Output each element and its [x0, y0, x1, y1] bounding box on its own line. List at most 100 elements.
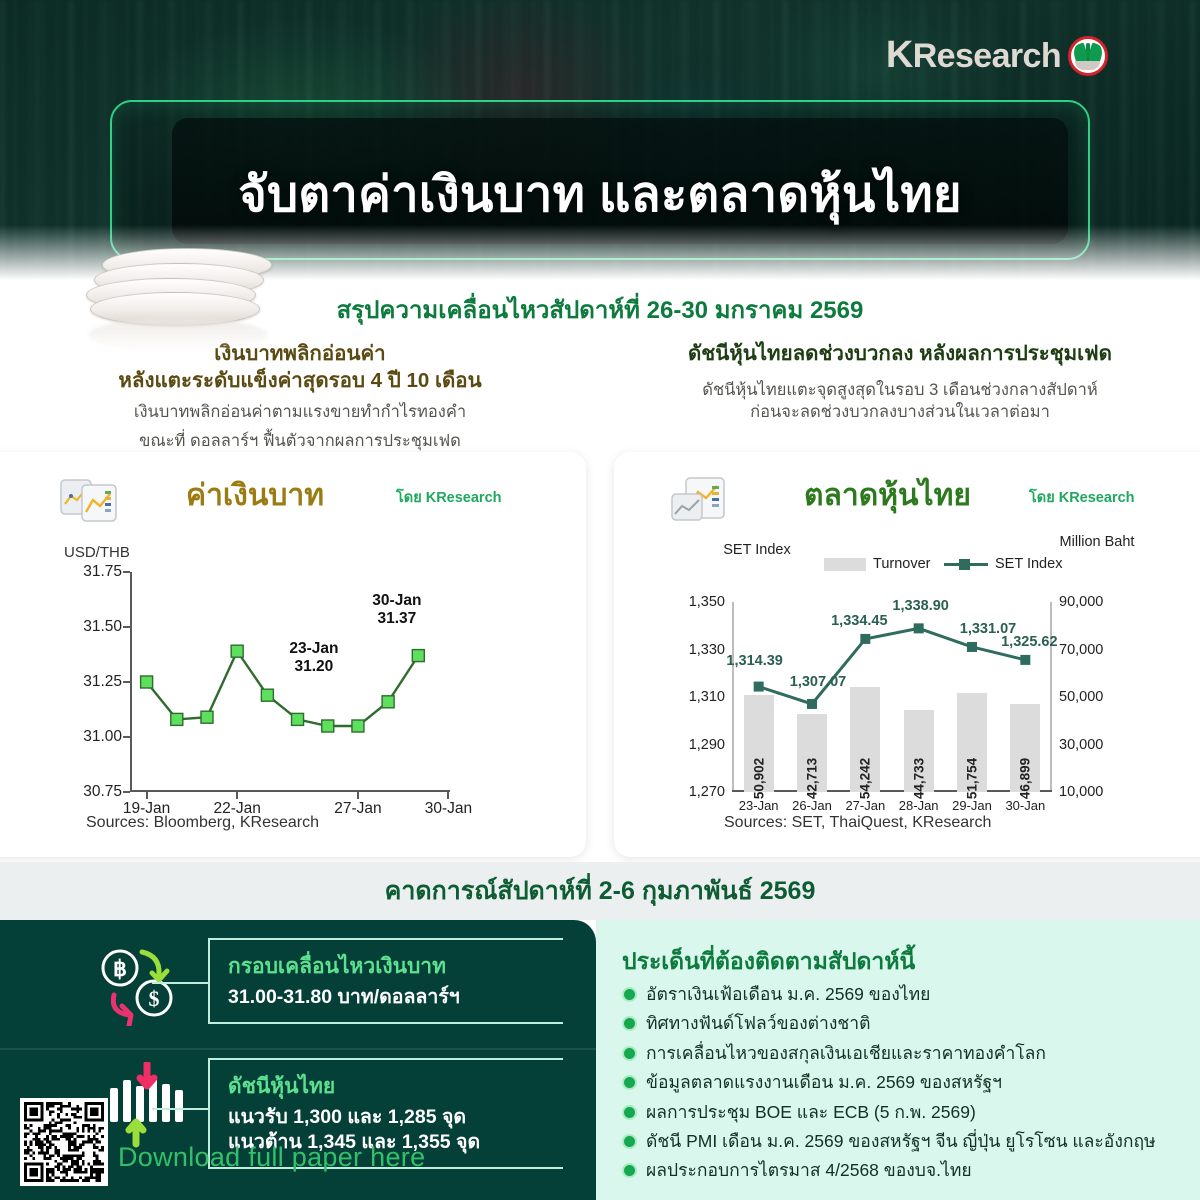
legend-label-set-index: SET Index: [995, 556, 1063, 572]
thb-y-tick: 31.25: [83, 673, 122, 690]
thb-data-point: [290, 712, 305, 727]
forecast-divider: [0, 1048, 596, 1050]
set-chart-legend: SET Index Million Baht Turnover SET Inde…: [614, 534, 1200, 582]
thb-y-tick: 31.75: [83, 563, 122, 580]
set-turnover-bar-label: 42,713: [804, 757, 820, 800]
set-right-axis: [1050, 602, 1052, 792]
thb-y-tickmark: [123, 571, 130, 573]
thb-x-tick: 30-Jan: [424, 800, 473, 817]
watchlist-item: ข้อมูลตลาดแรงงานเดือน ม.ค. 2569 ของสหรัฐ…: [622, 1070, 1192, 1095]
set-chart-title: ตลาดหุ้นไทย: [804, 479, 971, 512]
set-x-tick: 23-Jan: [738, 798, 779, 813]
candlestick-chart-icon: [100, 1060, 210, 1148]
thb-y-tickmark: [123, 681, 130, 683]
watchlist-item: ทิศทางฟันด์โฟลว์ของต่างชาติ: [622, 1011, 1192, 1036]
set-index-annotation: 1,314.39: [726, 652, 783, 669]
watchlist-item-text: อัตราเงินเฟ้อเดือน ม.ค. 2569 ของไทย: [646, 984, 931, 1004]
thb-y-axis-label: USD/THB: [64, 544, 130, 561]
watchlist-item-text: ดัชนี PMI เดือน ม.ค. 2569 ของสหรัฐฯ จีน …: [646, 1130, 1156, 1151]
thb-y-tick: 31.00: [83, 728, 122, 745]
thb-anno-label: 30-Jan: [372, 591, 422, 609]
thb-data-point: [351, 719, 365, 733]
set-left-tick: 1,290: [688, 736, 725, 753]
thb-data-point: [381, 695, 395, 709]
set-index-annotation: 1,331.07: [959, 620, 1017, 637]
svg-text:฿: ฿: [113, 956, 127, 981]
svg-text:$: $: [149, 986, 160, 1011]
headline-left: เงินบาทพลิกอ่อนค่า หลังแตะระดับแข็งค่าสุ…: [20, 340, 580, 452]
set-turnover-bar-label: 44,733: [911, 757, 927, 800]
bullet-icon: [622, 1104, 637, 1120]
thb-x-tickmark: [236, 792, 239, 799]
set-turnover-bar-label: 51,754: [964, 757, 980, 800]
watchlist-panel: ประเด็นที่ต้องติดตามสัปดาห์นี้ อัตราเงิน…: [596, 920, 1200, 1200]
set-right-axis-title: Million Baht: [1054, 534, 1140, 551]
set-index-annotation: 1,325.62: [1001, 633, 1058, 650]
set-right-tick: 50,000: [1059, 689, 1104, 705]
forecast-connector-2: [152, 1108, 208, 1110]
page-title: จับตาค่าเงินบาท และตลาดหุ้นไทย: [238, 168, 962, 222]
set-turnover-bar: 51,754: [957, 692, 987, 799]
headline-right-sub-line1: ดัชนีหุ้นไทยแตะจุดสูงสุดในรอบ 3 เดือนช่ว…: [702, 381, 1098, 400]
set-turnover-bar-label: 50,902: [751, 757, 767, 800]
set-left-axis: [732, 602, 734, 792]
thb-y-tickmark: [123, 626, 130, 628]
headline-left-sub-line2: ขณะที่ ดอลลาร์ฯ ฟื้นตัวจากผลการประชุมเฟด: [139, 432, 461, 451]
thb-chart-card: ค่าเงินบาท โดย KResearch USD/THB 30.75 31…: [0, 452, 586, 857]
bullet-icon: [622, 1045, 637, 1061]
watchlist-item: ดัชนี PMI เดือน ม.ค. 2569 ของสหรัฐฯ จีน …: [622, 1129, 1192, 1154]
line-chart-icon: [60, 476, 118, 524]
thb-line-series: [139, 644, 426, 733]
thb-x-tickmark: [447, 792, 450, 799]
thb-line-plot: 30.75 31.00 31.25 31.50 31.75 19-Jan 22-Jan 27-…: [83, 563, 472, 817]
set-chart-card: ตลาดหุ้นไทย โดย KResearch SET Index Mill…: [614, 452, 1200, 857]
thb-x-axis: [130, 790, 450, 792]
set-index-line-series: [753, 623, 1031, 709]
set-data-point: [913, 623, 924, 634]
set-right-tick: 30,000: [1059, 736, 1104, 753]
set-left-tick: 1,350: [688, 594, 725, 610]
set-x-axis: [732, 790, 1052, 792]
brand-wordmark: KResearch: [886, 34, 1062, 77]
download-full-paper-link[interactable]: Download full paper here: [118, 1142, 426, 1172]
set-data-point: [807, 698, 817, 709]
set-left-tick: 1,330: [688, 641, 725, 658]
week-summary-banner: สรุปความเคลื่อนไหวสัปดาห์ที่ 26-30 มกราค…: [278, 285, 922, 333]
thb-y-tick: 30.75: [83, 783, 122, 800]
forecast-set-line-2: แนวต้าน 1,345 และ 1,355 จุด: [228, 1130, 481, 1153]
set-turnover-bar-label: 46,899: [1017, 757, 1033, 800]
hand-shape-icon: [1075, 60, 1100, 70]
thb-data-point: [230, 644, 244, 658]
thb-data-point: [321, 719, 335, 733]
forecast-connector-1: [152, 982, 208, 984]
qr-code-icon[interactable]: [20, 1098, 108, 1186]
thb-anno-label: 23-Jan: [289, 640, 339, 658]
set-index-annotation: 1,334.45: [831, 612, 888, 629]
thb-y-tick: 31.50: [83, 618, 122, 635]
bullet-icon: [622, 1163, 637, 1179]
headline-left-title-line1: เงินบาทพลิกอ่อนค่า: [214, 342, 386, 365]
headlines-row: เงินบาทพลิกอ่อนค่า หลังแตะระดับแข็งค่าสุ…: [0, 340, 1200, 450]
set-turnover-bar: 50,902: [743, 694, 774, 799]
watchlist-item: การเคลื่อนไหวของสกุลเงินเอเชียและราคาทอง…: [622, 1041, 1192, 1066]
thb-data-point: [170, 712, 184, 727]
forecast-banner: คาดการณ์สัปดาห์ที่ 2-6 กุมภาพันธ์ 2569: [0, 862, 1200, 920]
set-data-point: [860, 633, 871, 644]
thb-chart-source: Sources: Bloomberg, KResearch: [86, 814, 319, 831]
set-turnover-bar: 46,899: [1010, 704, 1041, 799]
set-left-tick: 1,310: [688, 689, 725, 705]
watchlist-item: อัตราเงินเฟ้อเดือน ม.ค. 2569 ของไทย: [622, 982, 1192, 1007]
headline-left-title-line2: หลังแตะระดับแข็งค่าสุดรอบ 4 ปี 10 เดือน: [118, 369, 482, 393]
set-right-axis-title-text: Million Baht: [1059, 534, 1135, 550]
kresearch-leaf-logo-icon: [1068, 35, 1108, 76]
set-data-point: [1020, 654, 1031, 665]
watchlist-item-text: การเคลื่อนไหวของสกุลเงินเอเชียและราคาทอง…: [646, 1042, 1046, 1063]
coin-reflection: [88, 318, 268, 352]
bottom-section: ฿ $ กรอบเคลื่อนไหวเงินบาท 31.00-31.80 บา…: [0, 920, 1200, 1200]
set-turnover-bar: 44,733: [903, 709, 934, 799]
legend-label-turnover: Turnover: [873, 556, 931, 572]
watchlist-items: อัตราเงินเฟ้อเดือน ม.ค. 2569 ของไทยทิศทา…: [622, 982, 1192, 1188]
set-data-point: [753, 681, 764, 692]
set-x-tick: 27-Jan: [845, 798, 886, 813]
